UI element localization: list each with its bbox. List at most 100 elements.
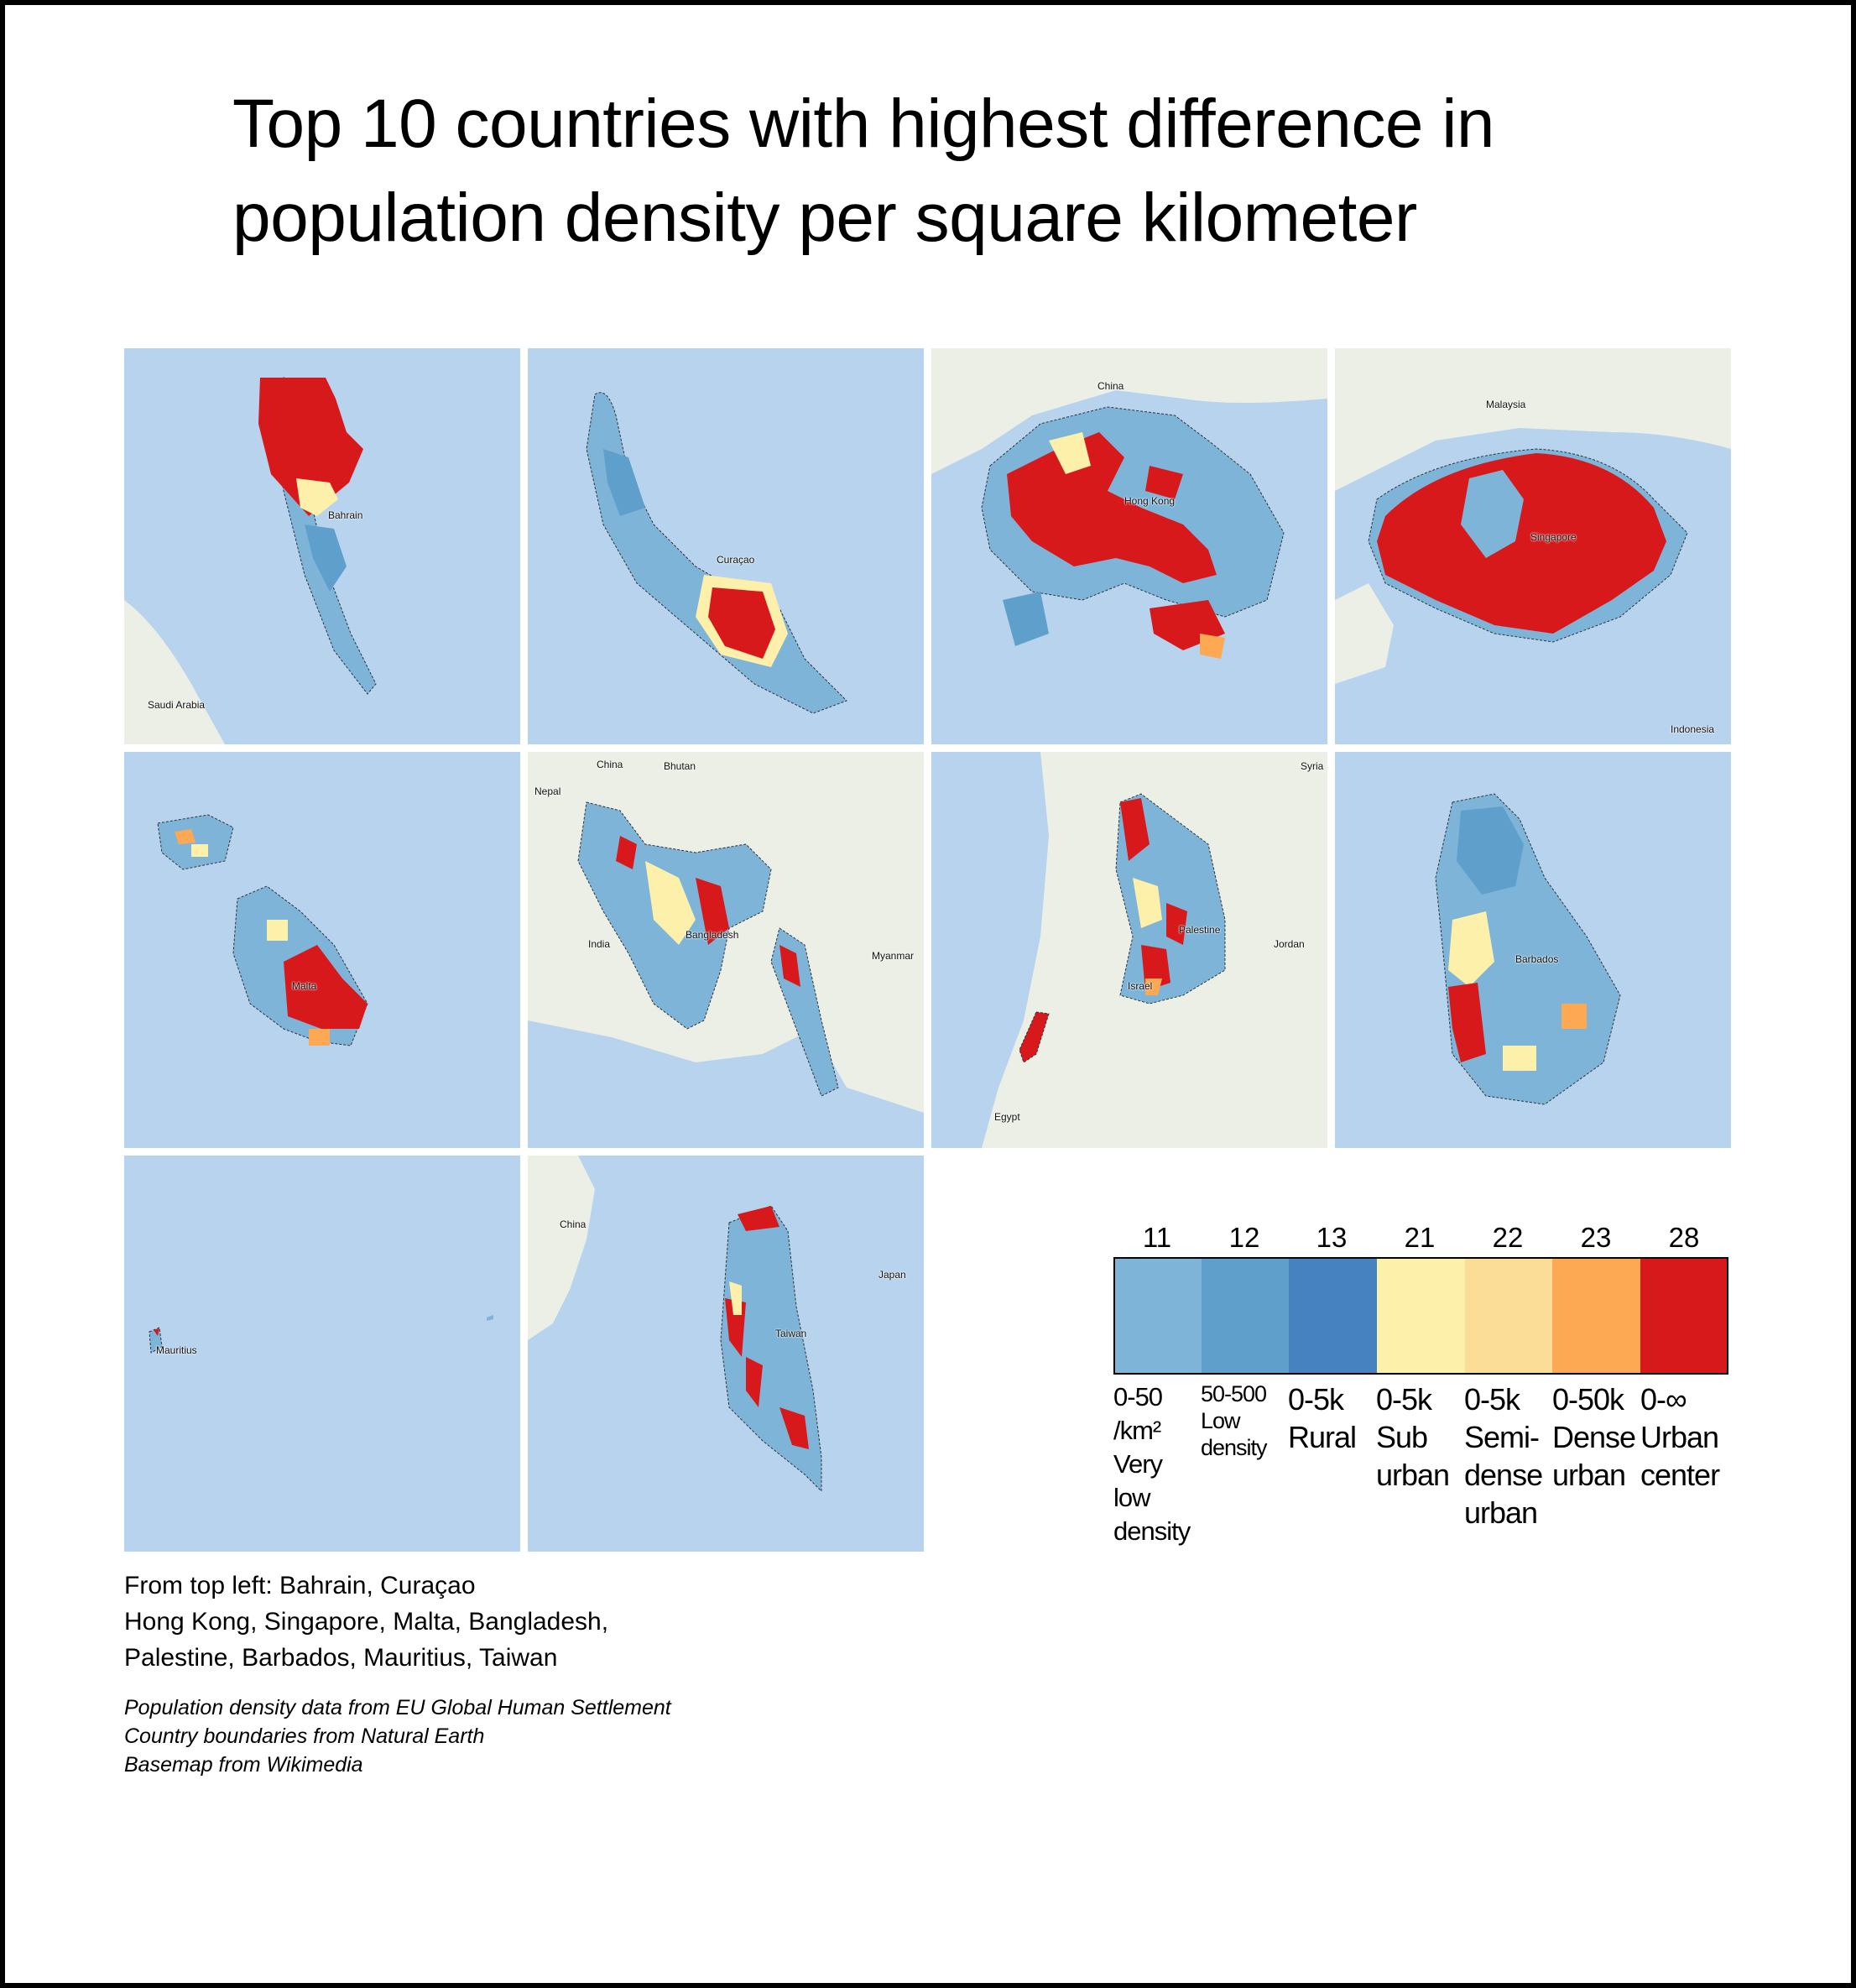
map-label: Nepal — [534, 785, 561, 797]
map-label: Taiwan — [775, 1328, 807, 1339]
map-label: Japan — [878, 1269, 906, 1281]
sources-note: Population density data from EU Global H… — [124, 1693, 671, 1779]
title-line-2: population density per square kilometer — [232, 180, 1417, 256]
map-panel-mauritius: Mauritius — [124, 1156, 520, 1552]
map-label: Barbados — [1515, 953, 1559, 965]
map-label: Mauritius — [156, 1344, 197, 1356]
legend-label-line: Low — [1201, 1408, 1241, 1433]
legend-label-line: low — [1113, 1483, 1151, 1512]
map-panel-barbados: Barbados — [1335, 752, 1731, 1148]
country-order-caption: From top left: Bahrain, Curaçao Hong Kon… — [124, 1568, 608, 1676]
legend-label-urban-center: 0-∞ Urban center — [1640, 1380, 1728, 1494]
legend-label-very-low-density: 0-50 /km² Very low density — [1113, 1380, 1201, 1548]
map-panel-malta: Malta — [124, 752, 520, 1148]
legend-label-line: dense — [1464, 1458, 1543, 1492]
source-line: Country boundaries from Natural Earth — [124, 1724, 485, 1748]
map-curacao — [586, 392, 847, 714]
legend-swatch-dense-urban — [1552, 1257, 1640, 1375]
map-label: Palestine — [1179, 924, 1221, 936]
legend-swatch-very-low-density — [1113, 1257, 1202, 1375]
map-label: Bhutan — [664, 760, 696, 772]
legend-label-line: urban — [1376, 1458, 1450, 1492]
map-panel-taiwan: China Japan Taiwan — [528, 1156, 924, 1552]
map-panel-bahrain: Bahrain Saudi Arabia — [124, 348, 520, 744]
map-label: Egypt — [994, 1111, 1020, 1123]
legend-swatch-urban-center — [1640, 1257, 1728, 1375]
legend-label-line: urban — [1464, 1495, 1538, 1530]
map-label: Bangladesh — [686, 929, 739, 941]
legend-code: 12 — [1228, 1222, 1260, 1253]
legend-label-line: center — [1640, 1458, 1720, 1492]
map-label: China — [560, 1218, 587, 1230]
legend-swatch-semi-dense-urban — [1465, 1257, 1552, 1375]
map-label: Israel — [1128, 980, 1153, 992]
legend-swatch-rural — [1289, 1257, 1377, 1375]
map-barbados — [1435, 793, 1621, 1105]
legend-label-line: density — [1113, 1516, 1191, 1546]
caption-line: From top left: Bahrain, Curaçao — [124, 1572, 476, 1599]
legend-label-line: 0-5k — [1464, 1382, 1520, 1417]
legend-label-line: 50-500 — [1201, 1381, 1267, 1406]
map-label: Curaçao — [717, 554, 755, 566]
map-label: Indonesia — [1671, 723, 1715, 735]
source-line: Population density data from EU Global H… — [124, 1696, 671, 1719]
legend-code: 21 — [1404, 1222, 1436, 1253]
legend-label-line: Semi- — [1464, 1420, 1540, 1454]
map-label: Hong Kong — [1124, 495, 1176, 507]
legend-label-line: 0-5k — [1288, 1382, 1344, 1417]
map-label: India — [588, 938, 611, 950]
map-mauritius — [149, 1315, 493, 1354]
map-label: China — [1097, 380, 1124, 392]
legend-label-dense-urban: 0-50k Dense urban — [1552, 1380, 1640, 1494]
map-label: Syria — [1301, 760, 1324, 772]
legend-code: 22 — [1492, 1222, 1524, 1253]
map-panel-curacao: Curaçao — [528, 348, 924, 744]
legend-code: 13 — [1316, 1222, 1348, 1253]
map-label: Singapore — [1530, 531, 1577, 543]
map-panel-bangladesh: China Bhutan Nepal India Bangladesh Myan… — [528, 752, 924, 1148]
legend-label-line: Urban — [1640, 1420, 1719, 1454]
legend-label-line: Very — [1113, 1449, 1163, 1479]
legend-label-line: Dense — [1552, 1420, 1636, 1454]
map-panel-palestine: Syria Palestine Jordan Israel Egypt — [931, 752, 1327, 1148]
map-palestine — [982, 752, 1327, 1148]
caption-line: Palestine, Barbados, Mauritius, Taiwan — [124, 1644, 558, 1672]
map-label: Jordan — [1274, 938, 1305, 950]
legend-label-line: Sub — [1376, 1420, 1428, 1454]
map-panel-singapore: Malaysia Singapore Indonesia — [1335, 348, 1731, 744]
map-panel-hong-kong: China Hong Kong — [931, 348, 1327, 744]
legend-label-rural: 0-5k Rural — [1288, 1380, 1375, 1456]
legend-swatch-suburban — [1377, 1257, 1465, 1375]
legend-code: 11 — [1142, 1222, 1172, 1253]
legend-label-low-density: 50-500 Low density — [1201, 1380, 1288, 1461]
legend-label-line: /km² — [1113, 1416, 1161, 1445]
figure-title: Top 10 countries with highest difference… — [232, 77, 1495, 265]
map-label: Bahrain — [328, 509, 363, 521]
legend-label-line: density — [1201, 1435, 1268, 1460]
map-bangladesh — [528, 752, 924, 1148]
map-label: China — [597, 759, 623, 770]
legend-label-semi-dense-urban: 0-5k Semi- dense urban — [1464, 1380, 1551, 1531]
map-bahrain — [124, 377, 377, 744]
map-label: Saudi Arabia — [148, 699, 206, 711]
legend-code: 28 — [1668, 1222, 1700, 1253]
source-line: Basemap from Wikimedia — [124, 1753, 363, 1777]
map-label: Myanmar — [872, 950, 915, 962]
legend-swatch-low-density — [1202, 1257, 1289, 1375]
legend-label-line: 0-50k — [1552, 1382, 1624, 1417]
map-malta — [157, 814, 368, 1046]
title-line-1: Top 10 countries with highest difference… — [232, 86, 1495, 162]
legend-label-line: urban — [1552, 1458, 1626, 1492]
map-singapore — [1335, 348, 1731, 684]
map-label: Malaysia — [1486, 399, 1526, 410]
legend-label-line: 0-50 — [1113, 1382, 1163, 1411]
map-taiwan — [528, 1156, 822, 1493]
legend-code: 23 — [1580, 1222, 1612, 1253]
legend-label-suburban: 0-5k Sub urban — [1376, 1380, 1463, 1494]
map-hong-kong — [931, 348, 1327, 659]
map-label: Malta — [292, 980, 317, 992]
caption-line: Hong Kong, Singapore, Malta, Bangladesh, — [124, 1608, 609, 1636]
legend-label-line: Rural — [1288, 1420, 1357, 1454]
legend-label-line: 0-5k — [1376, 1382, 1432, 1417]
legend-label-line: 0-∞ — [1640, 1382, 1687, 1417]
